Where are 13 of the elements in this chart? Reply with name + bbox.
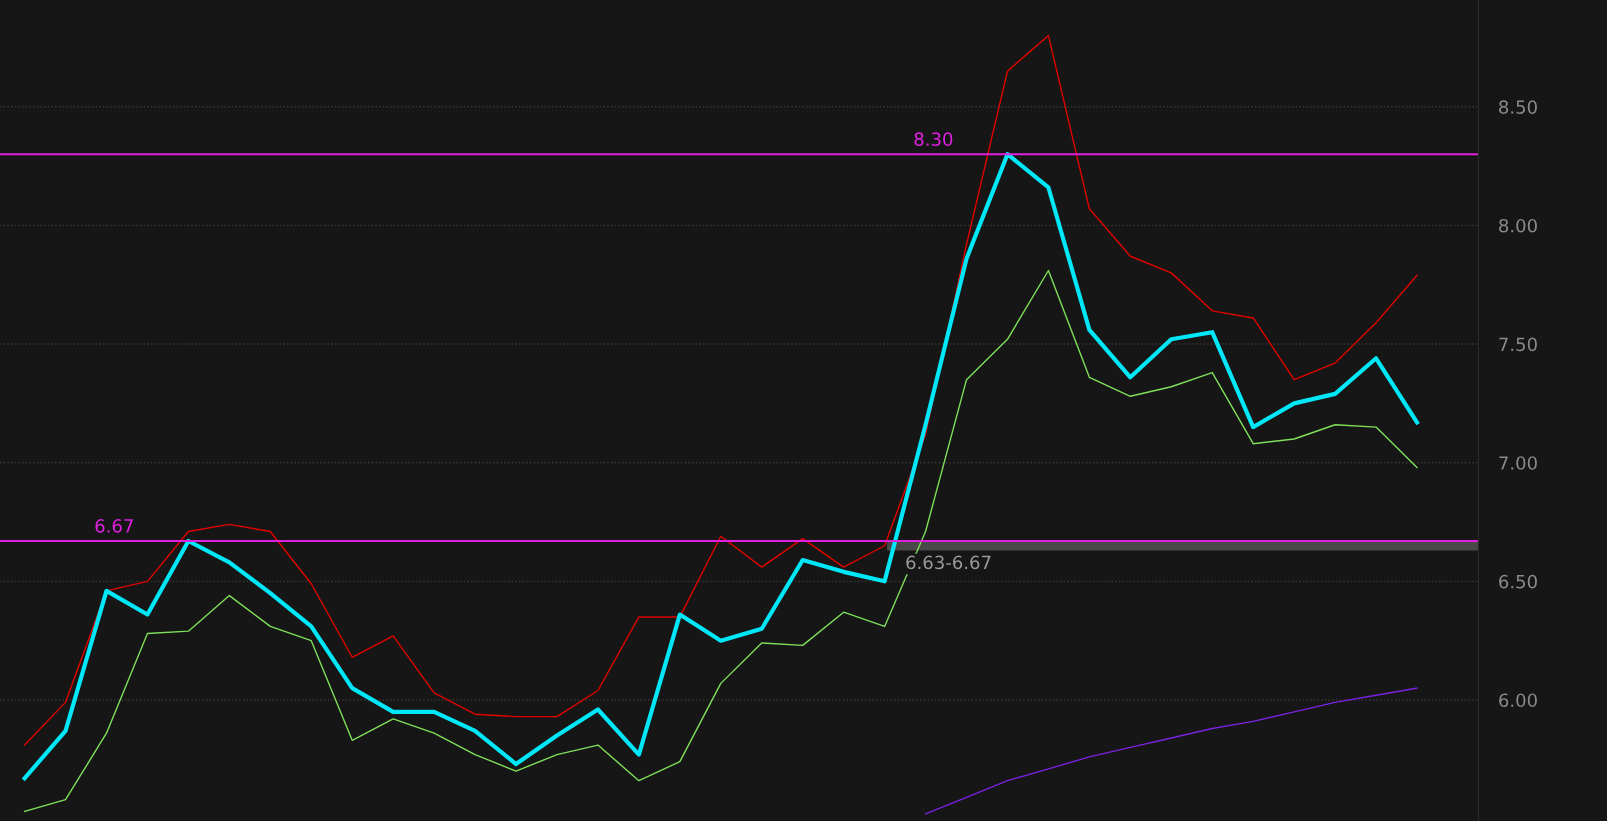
y-tick-label: 6.50 (1499, 574, 1537, 589)
y-tick-label: 6.00 (1499, 693, 1537, 708)
line-series (22, 152, 1420, 781)
y-tick-label: 7.50 (1499, 337, 1537, 352)
line-series (23, 34, 1418, 746)
ref-line-label: 8.30 (914, 132, 953, 146)
line-series (924, 687, 1418, 815)
ref-line-label: 6.67 (95, 519, 133, 533)
band-label: 6.63-6.67 (906, 555, 991, 570)
y-tick-label: 8.00 (1499, 218, 1537, 233)
line-series (23, 269, 1418, 813)
y-tick-label: 7.00 (1499, 456, 1537, 470)
y-tick-label: 8.50 (1499, 100, 1537, 114)
